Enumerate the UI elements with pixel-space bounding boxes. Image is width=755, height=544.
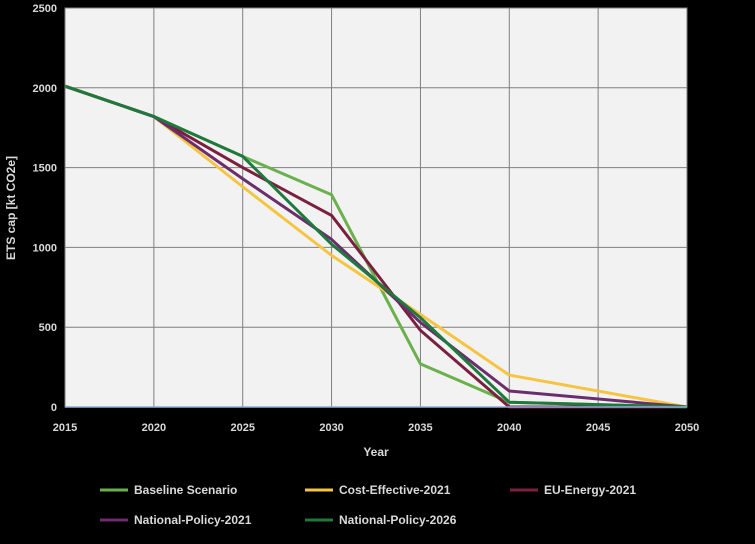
legend-label: Cost-Effective-2021: [339, 483, 451, 497]
y-tick-label: 2500: [33, 3, 57, 15]
y-tick-label: 0: [51, 402, 57, 414]
y-tick-label: 2000: [33, 83, 57, 95]
legend: Baseline Scenario Cost-Effective-2021 EU-E…: [100, 483, 636, 527]
x-tick-label: 2020: [142, 422, 166, 434]
series-line-national-policy-2026: [64, 84, 688, 409]
y-axis-title: ETS cap [kt CO2e]: [4, 156, 18, 260]
x-axis-title: Year: [363, 445, 389, 459]
x-tick-labels: 2015 2020 2025 2030 2035 2040 2045 2050: [53, 422, 699, 434]
x-tick-label: 2030: [319, 422, 343, 434]
y-tick-label: 1000: [33, 242, 57, 254]
plot-area: [65, 8, 687, 407]
legend-label: Baseline Scenario: [134, 483, 237, 497]
legend-label: National-Policy-2021: [134, 513, 252, 527]
legend-label: EU-Energy-2021: [544, 483, 636, 497]
x-tick-label: 2025: [230, 422, 254, 434]
y-tick-label: 1500: [33, 163, 57, 175]
x-tick-label: 2040: [497, 422, 521, 434]
x-tick-label: 2035: [408, 422, 432, 434]
legend-label: National-Policy-2026: [339, 513, 457, 527]
y-tick-label: 500: [39, 322, 57, 334]
x-tick-label: 2045: [586, 422, 610, 434]
x-tick-label: 2015: [53, 422, 77, 434]
x-tick-label: 2050: [675, 422, 699, 434]
y-tick-labels: 0 500 1000 1500 2000 2500: [33, 3, 57, 414]
